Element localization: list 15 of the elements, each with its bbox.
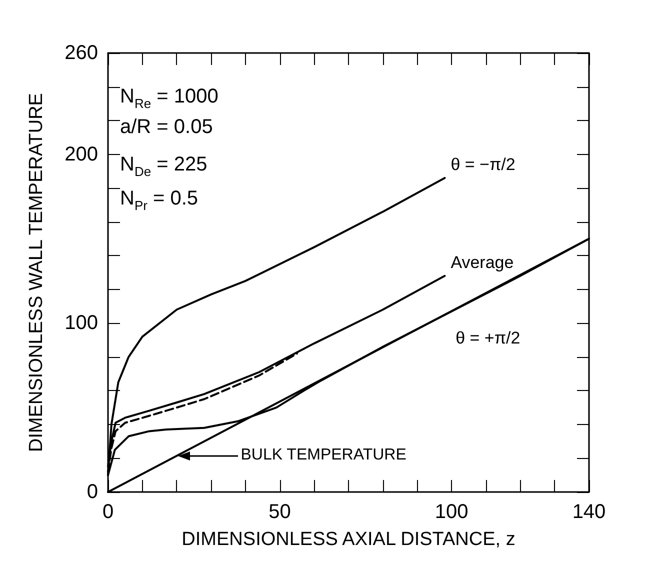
y-tick-label: 0 (86, 481, 98, 503)
series-label: θ = +π/2 (456, 328, 520, 348)
annotation: a/R = 0.05 (120, 116, 213, 138)
x-tick-label: 50 (268, 501, 291, 523)
series-label: Average (450, 252, 514, 272)
series-label: θ = −π/2 (450, 154, 516, 174)
x-tick-label: 100 (434, 501, 468, 523)
y-axis-title: DIMENSIONLESS WALL TEMPERATURE (26, 93, 47, 452)
y-tick-label: 260 (64, 42, 98, 64)
y-tick-label: 200 (64, 143, 98, 166)
x-tick-label: 0 (102, 501, 114, 523)
annotation: BULK TEMPERATURE (240, 446, 406, 464)
x-axis-title: DIMENSIONLESS AXIAL DISTANCE, z (182, 529, 516, 550)
y-tick-label: 100 (64, 312, 98, 334)
x-tick-label: 140 (572, 501, 606, 523)
